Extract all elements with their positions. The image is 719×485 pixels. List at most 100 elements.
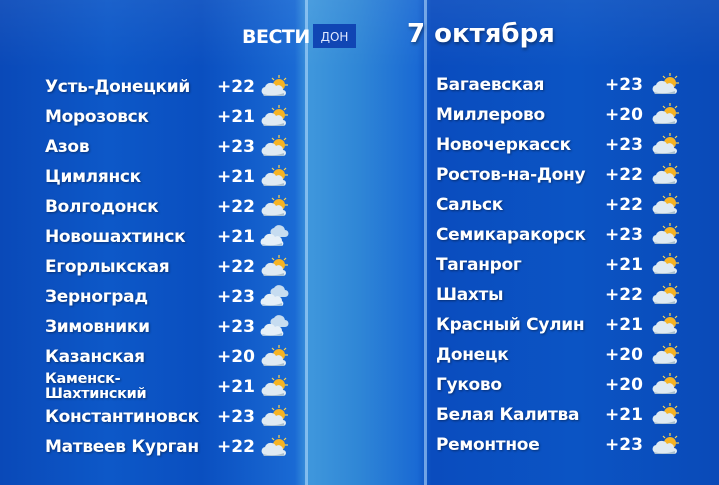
city-name: Новошахтинск bbox=[45, 226, 186, 247]
forecast-row: Миллерово bbox=[436, 100, 545, 130]
temperature: +21 bbox=[605, 405, 643, 425]
forecast-row: Ремонтное bbox=[436, 430, 540, 460]
forecast-row: Новошахтинск bbox=[45, 222, 186, 252]
city-name: Матвеев Курган bbox=[45, 436, 199, 457]
city-name: Каменск- Шахтинский bbox=[45, 371, 147, 402]
temperature: +20 bbox=[605, 105, 643, 125]
forecast-row: Семикаракорск bbox=[436, 220, 586, 250]
forecast-row: Усть-Донецкий bbox=[45, 72, 190, 102]
temperature: +23 bbox=[605, 135, 643, 155]
forecast-row: Егорлыкская bbox=[45, 252, 170, 282]
partly-cloudy-icon bbox=[650, 132, 680, 156]
city-name: Волгодонск bbox=[45, 196, 159, 217]
forecast-row: Морозовск bbox=[45, 102, 149, 132]
city-name: Морозовск bbox=[45, 106, 149, 127]
forecast-row: Шахты bbox=[436, 280, 503, 310]
partly-cloudy-icon bbox=[259, 374, 289, 398]
partly-cloudy-icon bbox=[259, 134, 289, 158]
forecast-row: Каменск- Шахтинский bbox=[45, 371, 147, 402]
forecast-row: Цимлянск bbox=[45, 162, 141, 192]
city-name: Ремонтное bbox=[436, 434, 540, 455]
divider bbox=[424, 0, 427, 485]
forecast-row: Азов bbox=[45, 132, 90, 162]
city-name: Константиновск bbox=[45, 406, 199, 427]
header-band bbox=[0, 0, 719, 68]
city-name: Усть-Донецкий bbox=[45, 76, 190, 97]
forecast-row: Гуково bbox=[436, 370, 502, 400]
temperature: +21 bbox=[605, 255, 643, 275]
temperature: +22 bbox=[605, 285, 643, 305]
forecast-row: Красный Сулин bbox=[436, 310, 585, 340]
city-name: Миллерово bbox=[436, 104, 545, 125]
forecast-row: Волгодонск bbox=[45, 192, 159, 222]
city-name: Семикаракорск bbox=[436, 224, 586, 245]
partly-cloudy-icon bbox=[650, 102, 680, 126]
cloudy-icon bbox=[259, 284, 289, 308]
forecast-row: Казанская bbox=[45, 342, 145, 372]
forecast-row: Зерноград bbox=[45, 282, 148, 312]
forecast-row: Сальск bbox=[436, 190, 503, 220]
temperature: +22 bbox=[605, 195, 643, 215]
forecast-row: Багаевская bbox=[436, 70, 544, 100]
cloudy-icon bbox=[259, 224, 289, 248]
city-name: Гуково bbox=[436, 374, 502, 395]
city-name: Белая Калитва bbox=[436, 404, 580, 425]
temperature: +22 bbox=[605, 165, 643, 185]
partly-cloudy-icon bbox=[259, 164, 289, 188]
temperature: +23 bbox=[605, 75, 643, 95]
temperature: +22 bbox=[217, 257, 255, 277]
partly-cloudy-icon bbox=[259, 104, 289, 128]
temperature: +23 bbox=[217, 287, 255, 307]
partly-cloudy-icon bbox=[259, 344, 289, 368]
temperature: +21 bbox=[605, 315, 643, 335]
temperature: +20 bbox=[605, 375, 643, 395]
forecast-row: Белая Калитва bbox=[436, 400, 579, 430]
temperature: +23 bbox=[605, 435, 643, 455]
temperature: +22 bbox=[217, 77, 255, 97]
city-name: Цимлянск bbox=[45, 166, 141, 187]
city-name: Красный Сулин bbox=[436, 314, 585, 335]
channel-logo-sub: ДОН bbox=[313, 24, 356, 48]
partly-cloudy-icon bbox=[259, 194, 289, 218]
city-name: Ростов-на-Дону bbox=[436, 164, 586, 185]
partly-cloudy-icon bbox=[650, 192, 680, 216]
partly-cloudy-icon bbox=[650, 312, 680, 336]
temperature: +23 bbox=[605, 225, 643, 245]
city-name: Шахты bbox=[436, 284, 504, 305]
temperature: +21 bbox=[217, 227, 255, 247]
temperature: +22 bbox=[217, 437, 255, 457]
temperature: +21 bbox=[217, 107, 255, 127]
forecast-date: 7 октября bbox=[407, 19, 555, 49]
temperature: +20 bbox=[605, 345, 643, 365]
partly-cloudy-icon bbox=[259, 404, 289, 428]
divider bbox=[305, 0, 308, 485]
forecast-row: Константиновск bbox=[45, 402, 199, 432]
city-name: Таганрог bbox=[436, 254, 522, 275]
partly-cloudy-icon bbox=[650, 432, 680, 456]
temperature: +20 bbox=[217, 347, 255, 367]
partly-cloudy-icon bbox=[650, 372, 680, 396]
city-name: Егорлыкская bbox=[45, 256, 170, 277]
partly-cloudy-icon bbox=[259, 254, 289, 278]
temperature: +23 bbox=[217, 137, 255, 157]
forecast-row: Зимовники bbox=[45, 312, 150, 342]
city-name: Зимовники bbox=[45, 316, 150, 337]
forecast-row: Матвеев Курган bbox=[45, 432, 199, 462]
partly-cloudy-icon bbox=[650, 252, 680, 276]
partly-cloudy-icon bbox=[259, 74, 289, 98]
partly-cloudy-icon bbox=[259, 434, 289, 458]
forecast-row: Новочеркасск bbox=[436, 130, 571, 160]
temperature: +21 bbox=[217, 377, 255, 397]
temperature: +21 bbox=[217, 167, 255, 187]
forecast-row: Ростов-на-Дону bbox=[436, 160, 586, 190]
channel-logo: ВЕСТИ bbox=[242, 26, 310, 48]
temperature: +23 bbox=[217, 317, 255, 337]
city-name: Багаевская bbox=[436, 74, 545, 95]
partly-cloudy-icon bbox=[650, 342, 680, 366]
partly-cloudy-icon bbox=[650, 162, 680, 186]
partly-cloudy-icon bbox=[650, 282, 680, 306]
partly-cloudy-icon bbox=[650, 72, 680, 96]
partly-cloudy-icon bbox=[650, 222, 680, 246]
forecast-row: Донецк bbox=[436, 340, 509, 370]
cloudy-icon bbox=[259, 314, 289, 338]
